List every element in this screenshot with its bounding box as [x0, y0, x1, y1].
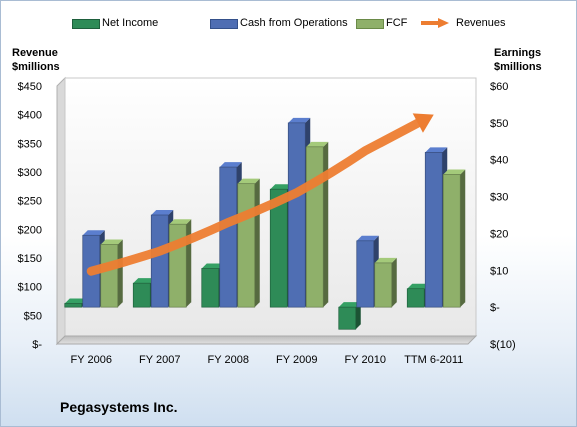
- bar-net-income: [201, 268, 220, 308]
- bar-fcf: [305, 146, 324, 308]
- right-axis-tick-label: $-: [490, 302, 500, 314]
- left-axis-title: Revenue $millions: [12, 46, 60, 74]
- bar-top-net-income: [64, 298, 87, 304]
- bar-top-cash-from-operations: [219, 162, 242, 168]
- bar-top-net-income: [270, 184, 293, 190]
- bar-cash-from-operations: [287, 122, 306, 308]
- left-axis-tick-label: $300: [18, 167, 42, 179]
- x-axis-tick-label: FY 2007: [139, 354, 180, 366]
- bar-side-net-income: [355, 302, 361, 330]
- left-axis-title-line2: $millions: [12, 61, 60, 73]
- bar-fcf: [374, 262, 393, 308]
- bar-net-income: [132, 282, 151, 308]
- bar-top-net-income: [407, 283, 430, 289]
- legend-swatch-net-income: [72, 19, 100, 29]
- bar-side-fcf: [186, 219, 192, 308]
- bar-cash-from-operations: [424, 151, 443, 308]
- x-axis-tick-label: FY 2006: [71, 354, 112, 366]
- bar-cash-from-operations: [219, 166, 238, 308]
- bar-top-net-income: [133, 278, 156, 284]
- legend-swatch-cash-from-operations: [210, 19, 238, 29]
- legend-label-cash-from-operations: Cash from Operations: [240, 17, 348, 29]
- right-axis-tick-label: $60: [490, 81, 508, 93]
- legend-label-fcf: FCF: [386, 17, 408, 29]
- bar-side-fcf: [323, 141, 329, 308]
- bar-top-cash-from-operations: [356, 235, 379, 241]
- right-axis-tick-label: $30: [490, 192, 508, 204]
- bar-top-fcf: [237, 178, 260, 184]
- bar-net-income: [269, 188, 288, 308]
- bar-side-fcf: [117, 239, 123, 308]
- bar-net-income: [406, 288, 425, 308]
- revenues-line: [86, 116, 426, 276]
- bar-top-cash-from-operations: [425, 147, 448, 153]
- right-axis-tick-label: $50: [490, 118, 508, 130]
- left-axis-tick-label: $50: [24, 310, 42, 322]
- right-axis-tick-label: $(10): [490, 339, 516, 351]
- bar-top-fcf: [306, 141, 329, 147]
- legend-label-revenues: Revenues: [456, 17, 506, 29]
- company-name: Pegasystems Inc.: [60, 399, 178, 415]
- bar-top-cash-from-operations: [288, 117, 311, 123]
- right-axis-tick-label: $10: [490, 265, 508, 277]
- bar-fcf: [168, 223, 187, 308]
- left-axis-title-line1: Revenue: [12, 47, 58, 59]
- x-axis-tick-label: FY 2008: [208, 354, 249, 366]
- right-axis-title-line1: Earnings: [494, 47, 542, 59]
- bar-top-fcf: [374, 257, 397, 263]
- right-axis-tick-label: $40: [490, 155, 508, 167]
- x-axis-tick-label: TTM 6-2011: [404, 354, 463, 366]
- right-axis-tick-label: $20: [490, 228, 508, 240]
- legend-arrow-icon: [421, 18, 449, 28]
- bar-fcf: [442, 174, 461, 308]
- bar-cash-from-operations: [356, 240, 375, 308]
- bar-side-fcf: [254, 178, 260, 308]
- bar-cash-from-operations: [150, 214, 169, 308]
- left-axis-tick-label: $250: [18, 196, 42, 208]
- left-axis-tick-label: $150: [18, 253, 42, 265]
- left-axis-tick-label: $200: [18, 224, 42, 236]
- bar-side-fcf: [460, 169, 466, 308]
- bar-fcf: [237, 183, 256, 308]
- left-axis-tick-label: $-: [32, 339, 42, 351]
- bar-top-fcf: [169, 219, 192, 225]
- legend-label-net-income: Net Income: [102, 17, 159, 29]
- right-axis-title-line2: $millions: [494, 61, 542, 73]
- bar-top-cash-from-operations: [82, 230, 105, 236]
- right-axis-title: Earnings $millions: [494, 46, 542, 74]
- left-axis-tick-label: $350: [18, 138, 42, 150]
- left-axis-tick-label: $450: [18, 81, 42, 93]
- bar-top-net-income: [201, 263, 224, 269]
- plot-floor: [55, 335, 478, 345]
- bar-fcf: [100, 244, 119, 308]
- x-axis-tick-label: FY 2010: [345, 354, 386, 366]
- legend-swatch-fcf: [356, 19, 384, 29]
- left-axis-tick-label: $400: [18, 110, 42, 122]
- revenues-arrowhead: [412, 113, 434, 133]
- bar-top-fcf: [443, 169, 466, 175]
- left-axis-tick-label: $100: [18, 282, 42, 294]
- bar-top-net-income: [338, 302, 361, 308]
- bar-top-fcf: [100, 239, 123, 245]
- bar-top-cash-from-operations: [151, 210, 174, 215]
- plot-side-wall: [56, 76, 66, 346]
- bar-net-income: [64, 303, 83, 308]
- x-axis-tick-label: FY 2009: [276, 354, 317, 366]
- bar-side-fcf: [391, 257, 397, 308]
- bar-net-income: [338, 306, 357, 330]
